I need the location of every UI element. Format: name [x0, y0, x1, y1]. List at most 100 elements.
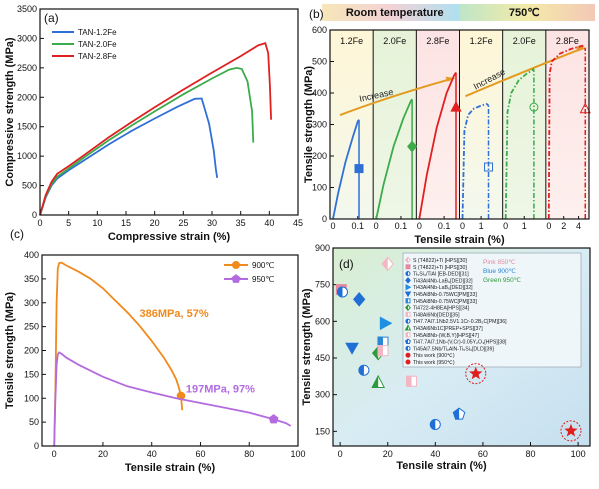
panel-c: 0 50 100 150 200 250 300 350 400 0 20 40 60 80 100 900℃…	[4, 227, 306, 474]
y-tick-label-a: 1000	[17, 151, 37, 161]
x-tick-label-d: 80	[526, 449, 536, 459]
header-room-temperature: Room temperature	[346, 7, 444, 19]
column-label-b: 1.2Fe	[340, 36, 363, 46]
y-tick-label-b: 500	[312, 57, 327, 67]
x-tick-label-b: 1	[522, 221, 527, 231]
y-tick-label-c: 100	[24, 393, 39, 403]
y-tick-label-c: 0	[34, 441, 39, 451]
x-tick-label-a: 25	[178, 218, 188, 228]
header-750c: 750℃	[509, 7, 540, 19]
annotation-900c: 386MPa, 57%	[140, 308, 209, 320]
x-tick-label-a: 0	[37, 218, 42, 228]
panel-label-b: (b)	[309, 7, 324, 21]
legend-marker-d	[405, 277, 411, 284]
x-tick-label-b: 0.1	[438, 221, 451, 231]
marker-b-square-open	[484, 162, 494, 172]
series-line-c-1	[53, 351, 292, 447]
panel-label-c: (c)	[10, 227, 24, 241]
legend-label-c: 950℃	[252, 275, 274, 284]
data-point-d-fill	[337, 286, 343, 298]
x-tick-label-b: 0	[330, 221, 335, 231]
legend-entry-d: Ti48Al6Nb[DED][35]	[413, 312, 460, 318]
y-axis-label-a: Compressive strength (MPa)	[4, 37, 16, 186]
column-bg-b	[373, 30, 417, 219]
series-line-a-2	[39, 41, 272, 216]
stress-curve-b-2	[418, 72, 457, 220]
x-axis-label-c: Tensile strain (%)	[125, 462, 216, 474]
data-point-d-fill	[372, 345, 379, 361]
x-tick-label-b: 0	[374, 221, 379, 231]
x-tick-label-a: 45	[293, 218, 303, 228]
x-tick-label-d: 20	[383, 449, 393, 459]
data-point-d-fill	[406, 375, 412, 387]
column-label-b: 2.0Fe	[513, 36, 536, 46]
legend-marker-c	[231, 274, 241, 283]
legend-entry-d: Ti47.7Al7.1Nb2.5V1.1Cr-0.2B₅C[PM][36]	[413, 319, 507, 325]
legend-box-d	[402, 252, 582, 368]
y-tick-label-a: 1500	[17, 122, 37, 132]
legend-entry-d: Ti45Al8Nb-0.75WC[PM][33]	[413, 299, 477, 305]
y-tick-label-c: 350	[24, 274, 39, 284]
stress-curve-b-1	[375, 98, 413, 220]
axes-frame-d	[332, 247, 591, 447]
data-point-d-fill	[358, 364, 364, 376]
legend-entry-d: This work (900℃)	[413, 353, 455, 359]
legend-header-d: Green 950℃	[483, 277, 522, 284]
legend-marker-d	[405, 352, 411, 358]
legend-marker-d-fill	[405, 332, 408, 338]
x-tick-label-a: 5	[66, 218, 71, 228]
y-tick-label-a: 500	[22, 181, 37, 191]
x-tick-label-b: 0	[460, 221, 465, 231]
increase-arrow-room	[339, 77, 452, 116]
fracture-marker-c	[268, 414, 279, 424]
legend-entry-d: This work (950℃)	[413, 360, 455, 366]
legend-marker-d-fill	[405, 311, 408, 317]
data-point-d	[379, 316, 393, 331]
legend-entry-d: Ti43Al6Nb1C[PREP+SPS][37]	[413, 326, 483, 332]
x-tick-label-b: 0.1	[395, 221, 408, 231]
legend-entry-d: Ti45Al8Nb-0.75WC[PM][33]	[413, 292, 477, 298]
y-tick-label-c: 150	[24, 369, 39, 379]
data-point-d-fill	[377, 345, 383, 357]
marker-b-triangle-open	[579, 102, 591, 114]
legend-marker-d-fill	[405, 338, 408, 344]
legend-label-c: 900℃	[252, 261, 274, 270]
x-tick-label-b: 0	[546, 221, 551, 231]
x-axis-label-b: Tensile strain (%)	[414, 234, 505, 246]
data-point-d-fill	[381, 256, 388, 272]
y-tick-label-a: 2500	[17, 63, 37, 73]
y-tick-label-d: 900	[315, 243, 330, 253]
y-tick-label-d: 300	[315, 390, 330, 400]
legend-label-a: TAN-1.2Fe	[78, 28, 117, 37]
this-work-star	[564, 423, 578, 437]
legend-marker-d-fill	[405, 298, 408, 304]
y-tick-label-c: 200	[24, 346, 39, 356]
axes-frame-a	[39, 8, 299, 216]
legend-header-d: Pink 850℃	[483, 259, 516, 266]
data-point-d	[345, 342, 359, 355]
y-tick-label-c: 250	[24, 322, 39, 332]
x-tick-label-c: 0	[52, 449, 57, 459]
marker-b-triangle	[450, 100, 462, 112]
y-tick-label-b: 0	[322, 214, 327, 224]
data-point-d-fill	[452, 407, 460, 420]
legend-marker-d-fill	[404, 324, 408, 331]
x-tick-label-a: 40	[264, 218, 274, 228]
legend-marker-d	[405, 359, 411, 365]
panel-label-d: (d)	[339, 257, 354, 271]
panel-d: 150 300 450 600 750 900 0 20 40 60 80 100 Pink 850℃ B…	[301, 243, 591, 472]
legend-marker-d-fill	[405, 256, 408, 264]
y-tick-label-c: 50	[29, 417, 39, 427]
panel-b: Room temperature 750℃ 1.2Fe 0 0.1 2.0Fe 0 0.1 2.…	[303, 4, 595, 246]
legend-entry-d: Ti₅Si₃/TiAl [EB-DED][31]	[413, 272, 469, 278]
series-line-a-1	[39, 66, 255, 216]
legend-entry-d: Ti4722-4H8EA[HPS][34]	[413, 306, 470, 312]
legend-marker-d-fill	[405, 304, 408, 311]
data-point-d	[353, 292, 366, 307]
x-tick-label-c: 80	[244, 449, 254, 459]
x-tick-label-c: 60	[195, 449, 205, 459]
marker-b-circle-open	[529, 102, 539, 112]
column-bg-b	[545, 30, 589, 219]
this-work-star	[469, 366, 483, 380]
legend-entry-d: Ti47.7Al7.1Nb-(V,Cr)-0.05Y₂O₃[HPS][38]	[413, 340, 507, 346]
